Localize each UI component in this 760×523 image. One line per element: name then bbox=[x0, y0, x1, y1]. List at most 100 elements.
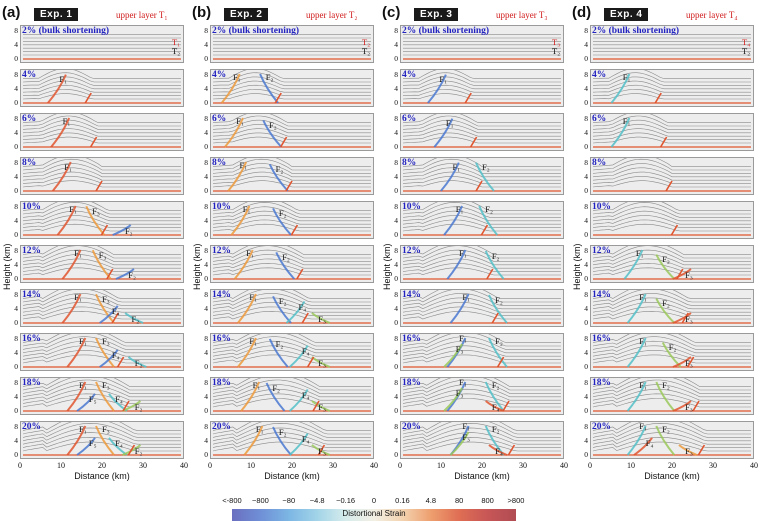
y-tick-label: 0 bbox=[584, 54, 588, 63]
thrust-front bbox=[502, 400, 510, 412]
fault-label: F₂ bbox=[491, 424, 500, 435]
stratum-line bbox=[592, 72, 751, 83]
model-panel bbox=[590, 25, 754, 63]
fault-label: F₂ bbox=[131, 313, 140, 324]
fault-label: F₂ bbox=[278, 208, 287, 219]
y-tick-label: 0 bbox=[394, 98, 398, 107]
y-tick-label: 8 bbox=[204, 114, 208, 123]
panel-strain-plot bbox=[592, 202, 751, 236]
y-tick-label: 8 bbox=[204, 158, 208, 167]
x-axis-label: Distance (km) bbox=[454, 471, 510, 481]
fault-label: F₂ bbox=[272, 382, 281, 393]
panel-letter: (c) bbox=[382, 4, 401, 21]
fault-strain-band bbox=[610, 117, 631, 148]
y-tick-label: 8 bbox=[204, 334, 208, 343]
stratum-line bbox=[402, 427, 561, 442]
x-tick-label: 0 bbox=[208, 461, 212, 470]
thrust-front bbox=[84, 92, 92, 104]
y-tick-label: 4 bbox=[394, 40, 398, 49]
y-tick-label: 4 bbox=[584, 348, 588, 357]
fault-label: F₂ bbox=[275, 338, 284, 349]
stratum-line bbox=[22, 422, 181, 435]
fault-strain-band bbox=[443, 343, 463, 368]
fault-strain-band bbox=[122, 444, 142, 456]
stratum-line bbox=[212, 215, 371, 225]
stratum-line bbox=[212, 76, 371, 86]
model-panel bbox=[400, 289, 564, 327]
panel-strain-plot bbox=[22, 114, 181, 148]
y-tick-label: 8 bbox=[14, 114, 18, 123]
y-tick-label: 0 bbox=[204, 54, 208, 63]
model-panel bbox=[400, 421, 564, 459]
thrust-front bbox=[111, 312, 119, 324]
fault-strain-band bbox=[99, 305, 119, 324]
stratum-line bbox=[402, 180, 561, 188]
stratum-line bbox=[22, 388, 181, 401]
y-tick-label: 4 bbox=[584, 260, 588, 269]
fault-strain-band bbox=[678, 444, 698, 456]
model-panel bbox=[210, 157, 374, 195]
panel-strain-plot bbox=[212, 378, 371, 412]
fault-label: F₂ bbox=[485, 204, 493, 215]
y-tick-label: 0 bbox=[14, 362, 18, 371]
stratum-line bbox=[212, 262, 371, 272]
model-panel bbox=[400, 113, 564, 151]
x-tick-label: 30 bbox=[329, 461, 337, 470]
stratum-line bbox=[22, 427, 181, 442]
fault-strain-band bbox=[655, 381, 676, 412]
shortening-percent: 12% bbox=[22, 246, 41, 256]
fault-label: F₁ bbox=[452, 162, 461, 173]
stratum-line bbox=[22, 93, 181, 100]
stratum-line bbox=[22, 89, 181, 96]
y-tick-label: 0 bbox=[14, 186, 18, 195]
fault-strain-band bbox=[243, 425, 264, 456]
shortening-percent: 14% bbox=[592, 290, 611, 300]
stratum-line bbox=[212, 115, 371, 127]
stratum-line bbox=[212, 422, 371, 435]
fault-strain-band bbox=[95, 381, 115, 412]
fault-label: F₂ bbox=[662, 254, 670, 265]
fault-label: F₃ bbox=[685, 269, 693, 280]
stratum-line bbox=[592, 70, 751, 79]
layer-tag: T₂ bbox=[362, 46, 371, 56]
colorbar-tick: −80 bbox=[282, 496, 296, 505]
fault-label: F₃ bbox=[98, 249, 107, 260]
fault-label: F₁ bbox=[79, 336, 87, 347]
stratum-line bbox=[212, 354, 371, 364]
thrust-front bbox=[285, 180, 293, 192]
shortening-percent: 2% (bulk shortening) bbox=[592, 26, 680, 36]
y-tick-label: 0 bbox=[584, 274, 588, 283]
panel-strain-plot bbox=[402, 422, 561, 456]
y-tick-label: 0 bbox=[394, 318, 398, 327]
y-tick-label: 4 bbox=[204, 40, 208, 49]
stratum-line bbox=[592, 388, 751, 401]
stratum-line bbox=[212, 293, 371, 306]
stratum-line bbox=[402, 436, 561, 448]
stratum-line bbox=[402, 84, 561, 93]
stratum-line bbox=[402, 334, 561, 343]
stratum-line bbox=[592, 334, 751, 343]
x-tick-label: 20 bbox=[668, 461, 676, 470]
y-tick-label: 4 bbox=[394, 436, 398, 445]
stratum-line bbox=[212, 297, 371, 310]
stratum-line bbox=[22, 215, 181, 225]
fault-label: F₁ bbox=[459, 333, 467, 344]
fault-strain-band bbox=[449, 431, 470, 456]
x-tick-label: 40 bbox=[750, 461, 758, 470]
x-tick-label: 30 bbox=[519, 461, 527, 470]
stratum-line bbox=[592, 378, 751, 387]
fault-label: F₂ bbox=[662, 380, 670, 391]
y-tick-label: 8 bbox=[14, 158, 18, 167]
layer-tag: T₂ bbox=[172, 46, 181, 56]
y-tick-label: 0 bbox=[394, 54, 398, 63]
stratum-line bbox=[402, 223, 561, 232]
stratum-line bbox=[22, 293, 181, 306]
stratum-line bbox=[592, 202, 751, 211]
fault-label: F₃ bbox=[102, 380, 110, 391]
fault-strain-band bbox=[610, 73, 631, 104]
y-tick-label: 4 bbox=[204, 216, 208, 225]
stratum-line bbox=[402, 206, 561, 218]
fault-label: F₁ bbox=[462, 292, 471, 303]
x-axis-label: Distance (km) bbox=[74, 471, 130, 481]
stratum-line bbox=[212, 388, 371, 401]
